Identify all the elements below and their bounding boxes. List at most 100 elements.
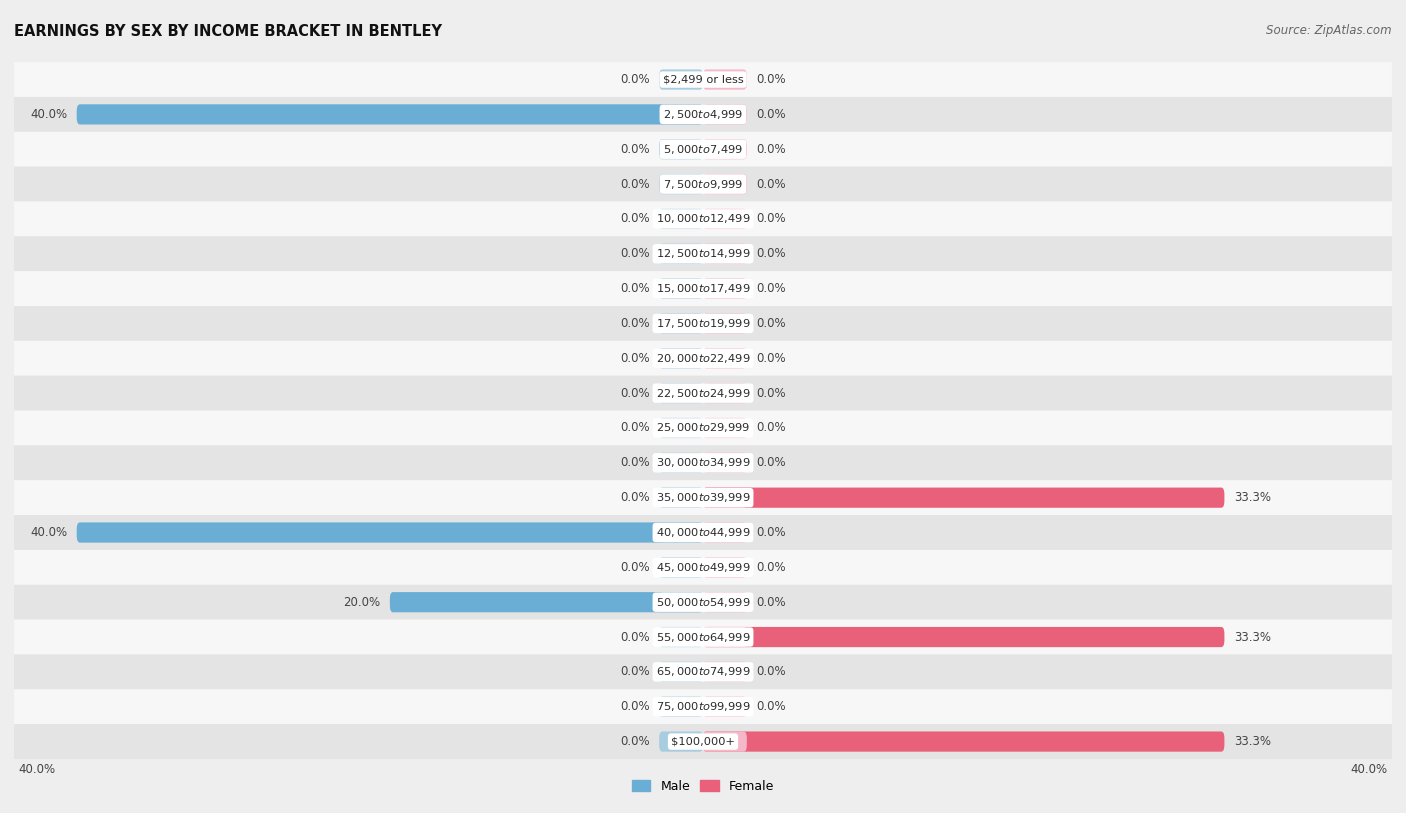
Text: $5,000 to $7,499: $5,000 to $7,499 [664,143,742,156]
Text: $75,000 to $99,999: $75,000 to $99,999 [655,700,751,713]
Text: 0.0%: 0.0% [756,526,786,539]
FancyBboxPatch shape [703,732,747,752]
FancyBboxPatch shape [659,557,703,577]
FancyBboxPatch shape [14,654,1392,689]
Text: 0.0%: 0.0% [756,456,786,469]
FancyBboxPatch shape [14,62,1392,97]
Text: $7,500 to $9,999: $7,500 to $9,999 [664,177,742,190]
Text: 0.0%: 0.0% [620,491,650,504]
FancyBboxPatch shape [659,523,703,542]
FancyBboxPatch shape [14,550,1392,585]
FancyBboxPatch shape [659,662,703,682]
FancyBboxPatch shape [14,620,1392,654]
FancyBboxPatch shape [659,348,703,368]
Text: $65,000 to $74,999: $65,000 to $74,999 [655,665,751,678]
FancyBboxPatch shape [703,627,1225,647]
Text: 0.0%: 0.0% [756,317,786,330]
Text: Source: ZipAtlas.com: Source: ZipAtlas.com [1267,24,1392,37]
FancyBboxPatch shape [77,523,703,542]
Text: 0.0%: 0.0% [620,735,650,748]
FancyBboxPatch shape [703,139,747,159]
Text: $2,500 to $4,999: $2,500 to $4,999 [664,108,742,121]
Text: 33.3%: 33.3% [1234,491,1271,504]
FancyBboxPatch shape [703,244,747,264]
FancyBboxPatch shape [703,383,747,403]
Text: 0.0%: 0.0% [756,212,786,225]
Text: 0.0%: 0.0% [620,212,650,225]
FancyBboxPatch shape [14,272,1392,306]
Text: $45,000 to $49,999: $45,000 to $49,999 [655,561,751,574]
FancyBboxPatch shape [659,69,703,89]
FancyBboxPatch shape [14,689,1392,724]
FancyBboxPatch shape [703,557,747,577]
Text: $40,000 to $44,999: $40,000 to $44,999 [655,526,751,539]
Text: 0.0%: 0.0% [620,631,650,644]
Text: $35,000 to $39,999: $35,000 to $39,999 [655,491,751,504]
FancyBboxPatch shape [703,418,747,438]
Text: 0.0%: 0.0% [756,665,786,678]
FancyBboxPatch shape [659,209,703,229]
Text: $10,000 to $12,499: $10,000 to $12,499 [655,212,751,225]
Text: 0.0%: 0.0% [756,421,786,434]
FancyBboxPatch shape [14,411,1392,446]
Text: 0.0%: 0.0% [620,282,650,295]
FancyBboxPatch shape [703,174,747,194]
FancyBboxPatch shape [703,279,747,298]
FancyBboxPatch shape [703,69,747,89]
Text: 0.0%: 0.0% [620,143,650,156]
FancyBboxPatch shape [659,418,703,438]
FancyBboxPatch shape [14,132,1392,167]
FancyBboxPatch shape [659,732,703,752]
Text: 0.0%: 0.0% [620,247,650,260]
FancyBboxPatch shape [659,453,703,473]
FancyBboxPatch shape [659,592,703,612]
FancyBboxPatch shape [14,97,1392,132]
FancyBboxPatch shape [659,488,703,508]
FancyBboxPatch shape [77,104,703,124]
FancyBboxPatch shape [14,202,1392,237]
Text: $22,500 to $24,999: $22,500 to $24,999 [655,387,751,400]
FancyBboxPatch shape [703,488,1225,508]
Text: $25,000 to $29,999: $25,000 to $29,999 [655,421,751,434]
FancyBboxPatch shape [659,313,703,333]
FancyBboxPatch shape [703,209,747,229]
Text: $20,000 to $22,499: $20,000 to $22,499 [655,352,751,365]
Text: 0.0%: 0.0% [756,177,786,190]
FancyBboxPatch shape [703,523,747,542]
Text: 0.0%: 0.0% [620,177,650,190]
FancyBboxPatch shape [703,453,747,473]
Text: 0.0%: 0.0% [620,561,650,574]
FancyBboxPatch shape [703,627,747,647]
Text: 40.0%: 40.0% [1350,763,1388,776]
FancyBboxPatch shape [659,383,703,403]
Text: 0.0%: 0.0% [756,73,786,86]
FancyBboxPatch shape [659,139,703,159]
FancyBboxPatch shape [14,724,1392,759]
FancyBboxPatch shape [14,306,1392,341]
Text: 40.0%: 40.0% [30,108,67,121]
Text: 20.0%: 20.0% [343,596,381,609]
Text: $55,000 to $64,999: $55,000 to $64,999 [655,631,751,644]
Text: 0.0%: 0.0% [756,108,786,121]
FancyBboxPatch shape [14,167,1392,202]
FancyBboxPatch shape [659,697,703,717]
FancyBboxPatch shape [14,515,1392,550]
Text: 0.0%: 0.0% [756,143,786,156]
Text: 0.0%: 0.0% [620,665,650,678]
Text: 0.0%: 0.0% [620,421,650,434]
Text: $30,000 to $34,999: $30,000 to $34,999 [655,456,751,469]
FancyBboxPatch shape [703,732,1225,752]
FancyBboxPatch shape [659,104,703,124]
Text: $100,000+: $100,000+ [671,737,735,746]
FancyBboxPatch shape [14,480,1392,515]
FancyBboxPatch shape [703,313,747,333]
Text: 0.0%: 0.0% [756,247,786,260]
Text: 0.0%: 0.0% [620,700,650,713]
FancyBboxPatch shape [14,341,1392,376]
FancyBboxPatch shape [703,348,747,368]
FancyBboxPatch shape [659,174,703,194]
Text: 0.0%: 0.0% [756,352,786,365]
Text: 0.0%: 0.0% [620,387,650,400]
Text: 40.0%: 40.0% [30,526,67,539]
Text: 0.0%: 0.0% [620,352,650,365]
